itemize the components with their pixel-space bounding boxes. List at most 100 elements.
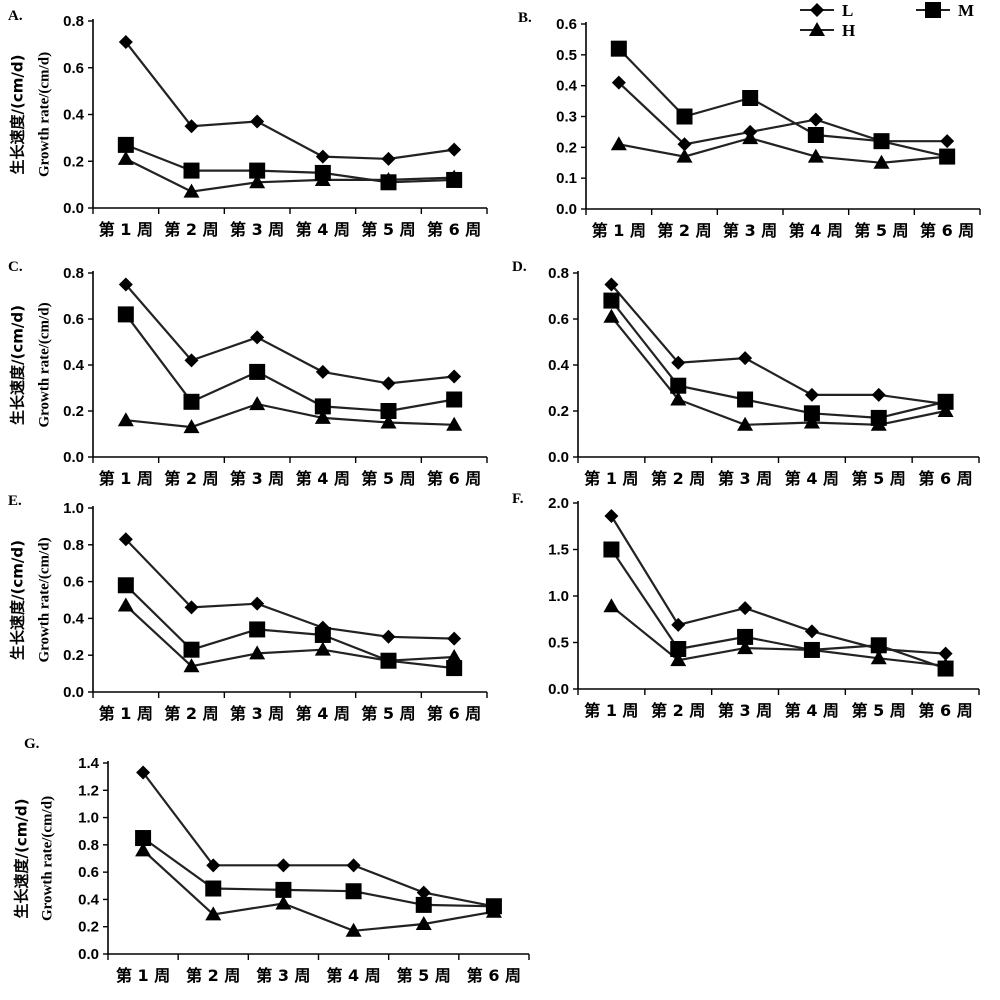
point-M: [117, 306, 134, 323]
y-tick-label: 0.6: [556, 16, 577, 33]
series-line-M: [125, 143, 455, 184]
legend-item-M: M: [916, 1, 974, 20]
series-line-L: [610, 515, 946, 655]
point-M: [676, 108, 693, 125]
point-H: [249, 396, 266, 411]
point-L: [381, 629, 396, 644]
x-tick-label: 第 6 周: [918, 701, 972, 720]
y-tick-label: 1.0: [78, 810, 99, 827]
x-tick-label: 第 2 周: [651, 469, 705, 488]
point-L: [940, 134, 955, 149]
point-M: [415, 896, 432, 913]
point-H: [603, 308, 620, 323]
y-axis-title-zh: 生长速度/(cm/d): [9, 55, 27, 175]
point-L: [184, 600, 199, 615]
x-tick-label: 第 1 周: [592, 221, 646, 240]
series-line-L: [618, 81, 948, 146]
point-L: [604, 277, 619, 292]
point-L: [276, 858, 291, 873]
x-tick-label: 第 6 周: [918, 469, 972, 488]
point-M: [803, 405, 820, 422]
point-L: [738, 601, 753, 616]
panel-label: F.: [512, 491, 524, 507]
x-tick-label: 第 1 周: [99, 220, 153, 239]
point-L: [416, 885, 431, 900]
point-M: [610, 40, 627, 57]
point-M: [737, 391, 754, 408]
x-tick-label: 第 5 周: [854, 221, 908, 240]
y-tick-label: 0.2: [556, 139, 577, 156]
point-M: [314, 626, 331, 643]
x-tick-label: 第 3 周: [230, 220, 284, 239]
chart-panel-g: G. 0.0 0.2 0.4 0.6 0.8 1.0 1.2 1.4 第 1 周第 2 周第 3 …: [13, 736, 530, 985]
x-tick-label: 第 5 周: [397, 966, 451, 985]
chart-panel-a: A. 0.0 0.2 0.4 0.6 0.8 第 1 周第 2 周第 3 周第 4 周第 5…: [8, 8, 488, 239]
legend-label: H: [842, 21, 855, 40]
point-L: [611, 75, 626, 90]
y-axis-title-en: Growth rate/(cm/d): [36, 537, 52, 662]
point-L: [315, 149, 330, 164]
series-line-M: [125, 584, 455, 670]
x-tick-label: 第 6 周: [427, 220, 481, 239]
y-tick-label: 0.6: [63, 574, 84, 591]
point-H: [873, 154, 890, 169]
point-L: [447, 631, 462, 646]
y-tick-label: 0.0: [548, 449, 569, 466]
y-axis-title-zh: 生长速度/(cm/d): [9, 305, 27, 425]
chart-panel-e: E. 0.0 0.2 0.4 0.6 0.8 1.0 第 1 周第 2 周第 3 周第 4 周…: [8, 493, 488, 723]
series-line-L: [124, 41, 455, 161]
x-tick-label: 第 4 周: [785, 701, 839, 720]
series-line-L: [610, 283, 946, 406]
x-tick-label: 第 4 周: [785, 469, 839, 488]
panel-label: B.: [518, 10, 532, 26]
y-tick-label: 0.3: [556, 109, 577, 126]
point-L: [315, 364, 330, 379]
point-M: [117, 577, 134, 594]
point-L: [250, 330, 265, 345]
point-L: [250, 596, 265, 611]
panel-label: D.: [512, 259, 527, 275]
point-L: [604, 509, 619, 524]
point-H: [485, 903, 502, 918]
series-line-H: [610, 605, 946, 667]
y-axis-title-zh: 生长速度/(cm/d): [9, 540, 27, 660]
x-tick-label: 第 4 周: [296, 220, 350, 239]
point-H: [939, 148, 956, 163]
x-tick-label: 第 2 周: [651, 701, 705, 720]
point-L: [118, 277, 133, 292]
point-H: [610, 136, 627, 151]
point-H: [205, 906, 222, 921]
point-M: [249, 363, 266, 380]
x-tick-label: 第 3 周: [230, 704, 284, 723]
point-M: [737, 628, 754, 645]
point-L: [447, 142, 462, 157]
point-L: [938, 646, 953, 661]
point-H: [446, 169, 463, 184]
point-H: [415, 915, 432, 930]
legend-marker-diamond: [810, 3, 824, 17]
point-M: [249, 621, 266, 638]
point-H: [117, 150, 134, 165]
y-tick-label: 0.5: [556, 47, 577, 64]
point-H: [937, 403, 954, 417]
y-tick-label: 1.0: [548, 588, 569, 605]
x-tick-label: 第 5 周: [361, 469, 415, 488]
series-line-H: [142, 849, 495, 932]
point-H: [183, 183, 200, 198]
y-tick-label: 2.0: [548, 495, 569, 512]
point-M: [249, 162, 266, 179]
y-tick-label: 0.6: [78, 864, 99, 881]
y-tick-label: 0.0: [548, 681, 569, 698]
series-line-H: [125, 157, 455, 193]
point-M: [937, 393, 954, 410]
point-H: [380, 652, 397, 667]
y-tick-label: 0.0: [63, 684, 84, 701]
y-tick-label: 1.4: [78, 755, 100, 772]
point-H: [345, 922, 362, 937]
point-M: [603, 541, 620, 558]
y-axis-title-zh: 生长速度/(cm/d): [13, 799, 31, 919]
y-tick-label: 0.8: [548, 265, 569, 282]
y-axis-title-en: Growth rate/(cm/d): [36, 302, 52, 427]
point-H: [803, 414, 820, 429]
point-H: [183, 419, 200, 434]
